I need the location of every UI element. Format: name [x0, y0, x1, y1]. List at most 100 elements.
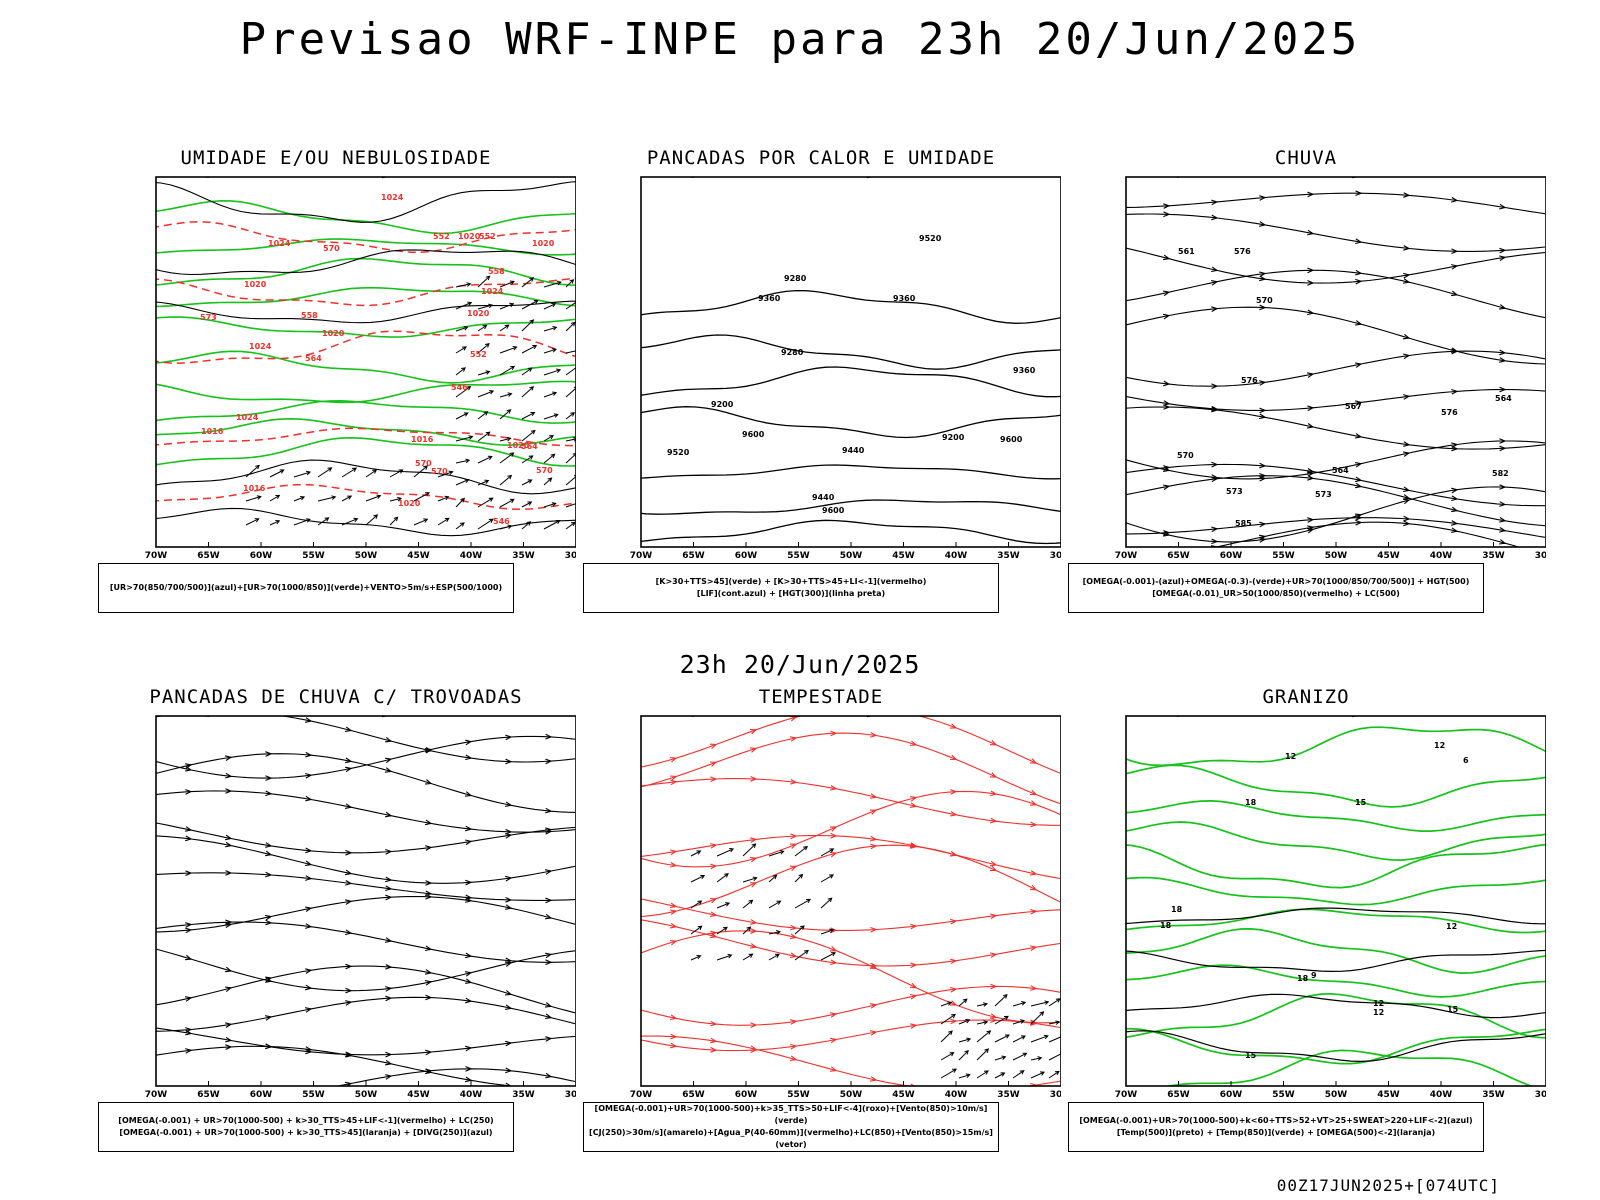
- panel-title: CHUVA: [1274, 147, 1338, 169]
- lon-tick-label: 40W: [945, 1090, 968, 1100]
- contour-label: 1020: [507, 441, 530, 450]
- run-timestamp: 00Z17JUN2025+[074UTC]: [1276, 1176, 1500, 1195]
- map-plot: 12S15S18S21S24S27S30S33S36S39S42S70W65W6…: [630, 715, 1061, 1100]
- contour-label: 570: [1177, 451, 1194, 460]
- contour-label: 9520: [667, 448, 690, 457]
- map-area: 12S15S18S21S24S27S30S33S36S39S42S70W65W6…: [145, 715, 576, 1100]
- thickness-500-1000: [156, 221, 576, 511]
- contour-label: 573: [1226, 487, 1243, 496]
- contour-label: 552: [470, 350, 487, 359]
- panel-legend: [UR>70(850/700/500)](azul)+[UR>70(1000/8…: [98, 563, 514, 613]
- map-plot: 1016 1016 1016 1020 1020 1020 1020 1024 1024 1024…: [145, 176, 576, 561]
- contour-label: 9360: [893, 294, 916, 303]
- contour-label: 9280: [781, 348, 804, 357]
- contour-label: 1024: [481, 287, 504, 296]
- contour-labels: 576 576 582 585 573 570 567 564 561 564 576 570 573: [1177, 247, 1512, 528]
- ur-low-levels: [156, 199, 576, 467]
- contour-label: 570: [431, 467, 448, 476]
- contour-label: 1024: [268, 239, 291, 248]
- streamlines-250: [156, 716, 576, 1086]
- lon-tick-label: 45W: [892, 1090, 915, 1100]
- lon-tick-label: 35W: [997, 1090, 1020, 1100]
- lon-tick-label: 55W: [1272, 551, 1295, 561]
- lon-tick-label: 55W: [787, 551, 810, 561]
- panel-legend: [OMEGA(-0.001) + UR>70(1000-500) + k>30_…: [98, 1102, 514, 1152]
- lon-tick-label: 50W: [840, 1090, 863, 1100]
- contour-label: 576: [1441, 408, 1458, 417]
- map-fields: 576 576 582 585 573 570 567 564 561 564 576 570 573: [1126, 177, 1546, 547]
- lon-tick-label: 40W: [460, 1090, 483, 1100]
- contour-label: 576: [1241, 376, 1258, 385]
- contour-label: 1020: [467, 309, 490, 318]
- panel-granizo: GRANIZO1212121212151518181818691512S15S1…: [1066, 686, 1546, 1176]
- contour-labels: 9600 9600 9520 9520 9440 9440 9360 9360 9360 9280…: [667, 234, 1036, 515]
- panel-title: PANCADAS POR CALOR E UMIDADE: [646, 147, 996, 169]
- contour-label: 1024: [381, 193, 404, 202]
- lon-tick-label: 60W: [735, 1090, 758, 1100]
- lon-tick-label: 45W: [1377, 1090, 1400, 1100]
- lon-tick-label: 65W: [1167, 1090, 1190, 1100]
- lon-tick-label: 35W: [997, 551, 1020, 561]
- map-plot: 5765765825855735705675645615645765705731…: [1115, 176, 1546, 561]
- lon-tick-label: 70W: [1115, 551, 1138, 561]
- panel-legend: [OMEGA(-0.001)-(azul)+OMEGA(-0.3)-(verde…: [1068, 563, 1484, 613]
- lon-tick-label: 60W: [1220, 551, 1243, 561]
- map-plot: 12S15S18S21S24S27S30S33S36S39S42S70W65W6…: [145, 715, 576, 1100]
- panel-legend: [OMEGA(-0.001)+UR>70(1000-500)+k>35_TTS>…: [583, 1102, 999, 1152]
- contour-label: 546: [451, 383, 468, 392]
- contour-label: 546: [493, 517, 510, 526]
- lon-tick-label: 55W: [1272, 1090, 1295, 1100]
- lon-tick-label: 45W: [1377, 551, 1400, 561]
- lon-tick-label: 30W: [1050, 551, 1061, 561]
- lon-tick-label: 65W: [197, 1090, 220, 1100]
- contour-label: 570: [1256, 296, 1273, 305]
- contour-label: 561: [1178, 247, 1195, 256]
- contour-label: 12: [1373, 999, 1384, 1008]
- lon-tick-label: 45W: [892, 551, 915, 561]
- map-fields: 9600 9600 9520 9520 9440 9440 9360 9360 9360 9280…: [641, 177, 1061, 547]
- contour-label: 9: [1311, 971, 1317, 980]
- contour-label: 18: [1297, 974, 1309, 983]
- map-fields: 1016 1016 1016 1020 1020 1020 1020 1024 1024 1024…: [156, 177, 576, 547]
- map-area: 12S15S18S21S24S27S30S33S36S39S42S70W65W6…: [630, 715, 1061, 1100]
- contour-label: 1016: [411, 435, 434, 444]
- axes: 12S15S18S21S24S27S30S33S36S39S42S70W65W6…: [145, 1081, 576, 1100]
- legend-line: [OMEGA(-0.001)+UR>70(1000-500)+k<60+TTS>…: [1079, 1116, 1473, 1125]
- contour-label: 1020: [398, 499, 421, 508]
- lon-tick-label: 55W: [302, 551, 325, 561]
- contour-label: 567: [1345, 402, 1362, 411]
- panel-trovoadas: PANCADAS DE CHUVA C/ TROVOADAS 12S15S18S2…: [96, 686, 576, 1176]
- lon-tick-label: 65W: [682, 551, 705, 561]
- panel-title: TEMPESTADE: [758, 686, 884, 708]
- axes: 12S15S18S21S24S27S30S33S36S39S42S70W65W6…: [1115, 542, 1546, 561]
- lon-tick-label: 70W: [630, 1090, 653, 1100]
- lon-tick-label: 35W: [1482, 1090, 1505, 1100]
- lon-tick-label: 70W: [1115, 1090, 1138, 1100]
- axes: 12S15S18S21S24S27S30S33S36S39S42S70W65W6…: [630, 542, 1061, 561]
- contour-label: 552: [479, 232, 496, 241]
- panel-title: PANCADAS DE CHUVA C/ TROVOADAS: [149, 686, 523, 708]
- lon-tick-label: 30W: [1050, 1090, 1061, 1100]
- panel-legend: [K>30+TTS>45](verde) + [K>30+TTS>45+LI<-…: [583, 563, 999, 613]
- panel-pancadas-calor: PANCADAS POR CALOR E UMIDADE 9600 9600 9520…: [581, 147, 1061, 637]
- contour-label: 9600: [742, 430, 765, 439]
- contour-label: 576: [1234, 247, 1251, 256]
- contour-label: 12: [1446, 922, 1457, 931]
- panel-tempestade: TEMPESTADE 12S15S18S21S24S27S30S33S36S39S…: [581, 686, 1061, 1176]
- contour-label: 1016: [201, 427, 224, 436]
- lon-tick-label: 35W: [512, 551, 535, 561]
- lon-tick-label: 60W: [735, 551, 758, 561]
- lon-tick-label: 40W: [1430, 551, 1453, 561]
- contour-label: 1020: [322, 329, 345, 338]
- lon-tick-label: 60W: [250, 1090, 273, 1100]
- lon-tick-label: 35W: [512, 1090, 535, 1100]
- legend-line: [UR>70(850/700/500)](azul)+[UR>70(1000/8…: [109, 583, 503, 592]
- contour-label: 12: [1285, 752, 1296, 761]
- contour-label: 1024: [236, 413, 259, 422]
- contour-label: 585: [1235, 519, 1252, 528]
- lon-tick-label: 50W: [355, 551, 378, 561]
- map-area: 1212121212151518181818691512S15S18S21S24…: [1115, 715, 1546, 1100]
- contour-label: 18: [1160, 921, 1172, 930]
- contour-label: 1020: [532, 239, 555, 248]
- panel-title: GRANIZO: [1262, 686, 1350, 708]
